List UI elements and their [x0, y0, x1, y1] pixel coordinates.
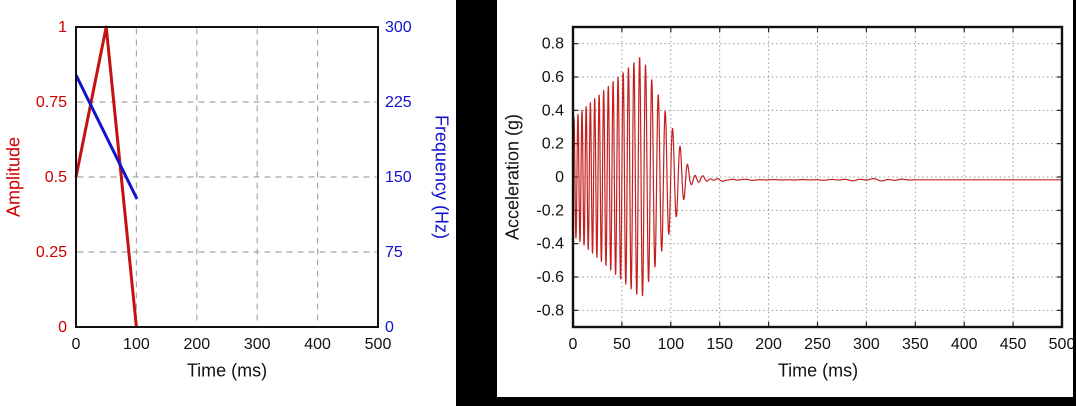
x-tick-label: 350: [902, 336, 929, 353]
acceleration-tick-label: -0.6: [536, 269, 564, 286]
x-tick-label: 400: [951, 336, 978, 353]
acceleration-plot: 0 50 100 150 200 250 300 350 400 450 500 0.8 0.6 0.4 0…: [536, 25, 1073, 353]
acceleration-tick-label: -0.2: [536, 202, 564, 219]
x-tick-label: 0: [569, 336, 578, 353]
amplitude-tick-label: 0.5: [45, 169, 67, 186]
x-tick-label: 50: [613, 336, 631, 353]
envelope-frequency-chart: 0 100 200 300 400 500 0 0.25 0.5 0.75 1 0 75 150 225 30…: [0, 0, 456, 406]
acceleration-axis-title: Acceleration (g): [502, 113, 523, 241]
x-tick-label: 500: [365, 336, 392, 353]
x-tick-label: 500: [1049, 336, 1073, 353]
x-tick-label: 400: [304, 336, 331, 353]
acceleration-waveform: [572, 57, 1063, 297]
x-tick-label: 200: [755, 336, 782, 353]
acceleration-tick-label: 0.2: [542, 136, 564, 153]
acceleration-tick-label: 0.4: [542, 102, 564, 119]
frequency-sweep-line: [74, 74, 139, 200]
plot-frame: [75, 26, 379, 328]
acceleration-tick-label: 0: [555, 169, 564, 186]
acceleration-tick-label: 0.8: [542, 36, 564, 53]
right-x-axis-title: Time (ms): [777, 360, 859, 381]
frequency-tick-label: 225: [385, 94, 412, 111]
left-x-axis-title: Time (ms): [186, 360, 268, 381]
x-tick-label: 300: [853, 336, 880, 353]
acceleration-tick-label: -0.8: [536, 302, 564, 319]
amplitude-tick-label: 0: [58, 319, 67, 336]
acceleration-chart: 0 50 100 150 200 250 300 350 400 450 500 0.8 0.6 0.4 0…: [497, 0, 1073, 397]
x-tick-label: 150: [706, 336, 733, 353]
frequency-axis-title: Frequency (Hz): [431, 114, 452, 240]
frequency-tick-label: 300: [385, 19, 412, 36]
frequency-tick-label: 75: [385, 244, 403, 261]
acceleration-tick-label: -0.4: [536, 236, 564, 253]
x-tick-label: 100: [123, 336, 150, 353]
x-tick-label: 200: [183, 336, 210, 353]
x-tick-label: 300: [244, 336, 271, 353]
x-tick-label: 0: [72, 336, 81, 353]
plot-frame: [571, 25, 1064, 329]
x-tick-label: 450: [1000, 336, 1027, 353]
x-tick-label: 250: [804, 336, 831, 353]
x-tick-label: 100: [657, 336, 684, 353]
envelope-frequency-plot: 0 100 200 300 400 50000.250.50.75107515022530…: [36, 19, 412, 353]
frequency-tick-label: 150: [385, 169, 412, 186]
frequency-tick-label: 0: [385, 319, 394, 336]
amplitude-axis-title: Amplitude: [3, 136, 24, 218]
amplitude-tick-label: 0.75: [36, 94, 67, 111]
amplitude-tick-label: 0.25: [36, 244, 67, 261]
amplitude-tick-label: 1: [58, 19, 67, 36]
acceleration-tick-label: 0.6: [542, 69, 564, 86]
